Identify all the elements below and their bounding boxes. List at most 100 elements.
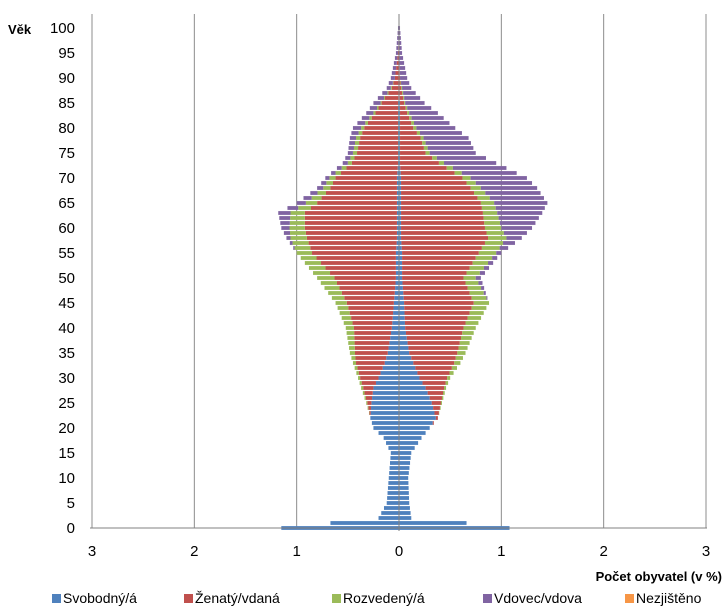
bar-right-age-45-seg-2 [473,301,490,305]
bar-left-age-94-seg-1 [397,56,399,60]
bar-left-age-46-seg-2 [331,296,345,300]
bar-left-age-41-seg-2 [343,321,353,325]
bar-right-age-56-seg-2 [481,246,500,250]
bar-left-age-71-seg-3 [331,171,336,175]
bar-left-age-81-seg-0 [397,121,399,125]
bar-right-age-43-seg-2 [469,311,484,315]
bar-right-age-62-seg-0 [399,216,402,220]
y-tick-label: 70 [58,170,75,187]
bar-right-age-25-seg-2 [440,401,442,405]
bar-left-age-58-seg-3 [286,236,291,240]
bar-left-age-91-seg-1 [395,71,399,75]
bar-left-age-40-seg-2 [345,326,354,330]
bar-left-age-24-seg-0 [371,406,399,410]
bar-left-age-45-seg-1 [346,301,394,305]
bar-right-age-41-seg-2 [465,321,479,325]
bar-left-age-27-seg-1 [364,391,373,395]
bar-right-age-56-seg-3 [499,246,509,250]
y-tick-label: 100 [50,20,75,37]
bar-right-age-79-seg-2 [416,131,420,135]
bar-left-age-35-seg-2 [349,351,355,355]
bar-right-age-84-seg-3 [407,106,432,110]
bar-right-age-1-seg-0 [399,521,467,525]
bar-right-age-28-seg-1 [425,386,445,390]
bar-right-age-72-seg-0 [399,166,401,170]
bar-left-age-83-seg-0 [397,111,399,115]
bar-right-age-30-seg-1 [419,376,448,380]
bar-right-age-82-seg-1 [400,116,410,120]
bar-right-age-57-seg-3 [503,241,515,245]
bar-right-age-63-seg-2 [482,211,498,215]
bar-right-age-100-seg-3 [399,26,401,30]
bar-left-age-27-seg-0 [372,391,399,395]
bar-left-age-62-seg-3 [279,216,291,220]
bar-right-age-69-seg-1 [401,181,467,185]
bar-left-age-26-seg-0 [372,396,399,400]
bar-right-age-79-seg-3 [419,131,462,135]
y-tick-label: 85 [58,95,75,112]
bar-left-age-82-seg-3 [361,116,370,120]
legend-label: Svobodný/á [63,590,137,606]
bar-left-age-17-seg-0 [386,441,399,445]
bar-right-age-47-seg-0 [399,291,404,295]
bar-right-age-32-seg-2 [451,366,457,370]
bar-right-age-53-seg-2 [472,261,489,265]
bar-right-age-61-seg-3 [499,221,536,225]
bar-left-age-84-seg-3 [369,106,377,110]
bar-right-age-28-seg-2 [444,386,447,390]
bar-right-age-57-seg-2 [484,241,504,245]
bar-right-age-9-seg-0 [399,481,409,485]
bar-left-age-69-seg-3 [321,181,327,185]
bar-left-age-51-seg-2 [313,271,331,275]
bar-right-age-64-seg-3 [495,206,545,210]
bar-left-age-87-seg-2 [387,91,389,95]
bar-left-age-65-seg-2 [305,201,318,205]
bar-left-age-64-seg-0 [396,206,399,210]
bar-left-age-53-seg-0 [395,261,399,265]
bar-right-age-74-seg-0 [399,156,401,160]
bar-left-age-61-seg-1 [304,221,397,225]
bar-right-age-85-seg-3 [405,101,425,105]
bar-right-age-28-seg-0 [399,386,426,390]
bar-right-age-26-seg-2 [441,396,444,400]
bar-right-age-98-seg-3 [399,36,401,40]
bar-left-age-27-seg-2 [362,391,365,395]
bar-right-age-16-seg-0 [399,446,415,450]
bar-right-age-31-seg-2 [449,371,454,375]
bar-left-age-82-seg-2 [369,116,372,120]
bar-left-age-79-seg-0 [397,131,399,135]
bar-right-age-54-seg-0 [399,256,403,260]
bar-right-age-43-seg-1 [404,311,470,315]
bar-right-age-50-seg-0 [399,276,403,280]
bar-right-age-17-seg-0 [399,441,419,445]
bar-right-age-97-seg-3 [399,41,402,45]
bar-right-age-74-seg-1 [400,156,433,160]
bar-right-age-93-seg-3 [399,61,405,65]
bar-left-age-74-seg-3 [345,156,351,160]
bar-left-age-99-seg-3 [397,31,399,35]
bar-left-age-50-seg-2 [317,276,335,280]
bar-right-age-41-seg-0 [399,321,405,325]
bars-layer [278,26,548,530]
bar-right-age-40-seg-0 [399,326,406,330]
bar-right-age-73-seg-3 [444,161,497,165]
bar-right-age-27-seg-0 [399,391,428,395]
bar-left-age-65-seg-1 [317,201,397,205]
bar-right-age-20-seg-0 [399,426,430,430]
bar-right-age-35-seg-2 [457,351,466,355]
bar-right-age-42-seg-2 [467,316,482,320]
bar-left-age-80-seg-0 [397,126,399,130]
bar-left-age-64-seg-1 [310,206,397,210]
bar-left-age-32-seg-2 [354,366,358,370]
bar-left-age-68-seg-2 [323,186,331,190]
y-tick-label: 35 [58,345,75,362]
bar-right-age-59-seg-0 [399,231,402,235]
legend: Svobodný/á Ženatý/vdaná Rozvedený/á Vdovec/… [52,590,702,606]
bar-left-age-62-seg-0 [396,216,399,220]
bar-left-age-48-seg-0 [395,286,399,290]
bar-right-age-70-seg-2 [462,176,471,180]
bar-right-age-21-seg-0 [399,421,433,425]
bar-right-age-78-seg-0 [399,136,401,140]
bar-right-age-77-seg-2 [422,141,426,145]
bar-right-age-48-seg-0 [399,286,403,290]
